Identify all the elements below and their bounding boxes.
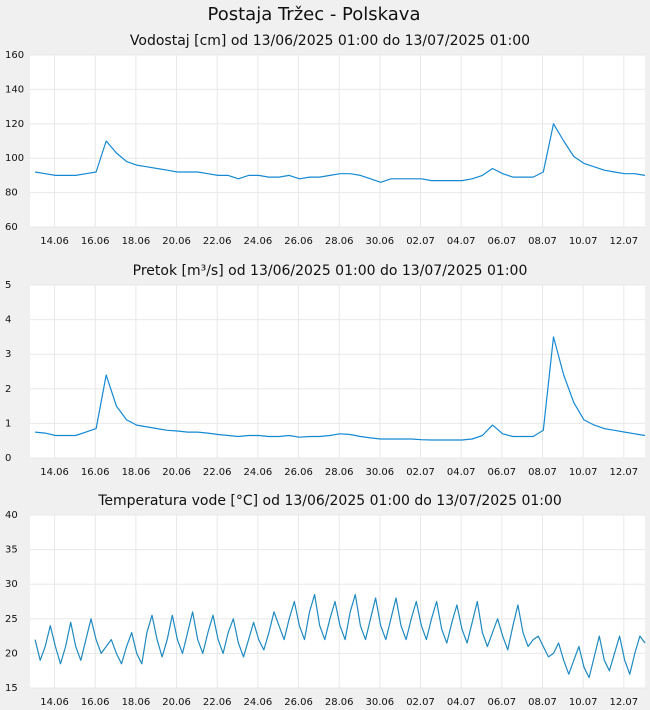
y-tick-label: 100	[5, 153, 24, 164]
x-tick-label: 02.07	[406, 697, 435, 708]
x-tick-label: 24.06	[244, 697, 273, 708]
x-tick-label: 06.07	[488, 467, 517, 478]
chart-title: Vodostaj [cm] od 13/06/2025 01:00 do 13/…	[130, 33, 530, 49]
x-tick-label: 12.07	[610, 697, 639, 708]
y-tick-label: 30	[5, 579, 18, 590]
x-tick-label: 12.07	[610, 467, 639, 478]
x-tick-label: 26.06	[284, 236, 313, 247]
x-tick-label: 22.06	[203, 467, 232, 478]
y-tick-label: 120	[5, 119, 24, 130]
data-line	[35, 123, 646, 183]
x-tick-label: 12.07	[610, 236, 639, 247]
x-tick-label: 16.06	[81, 236, 110, 247]
y-tick-label: 0	[5, 453, 11, 464]
x-tick-label: 28.06	[325, 467, 354, 478]
y-tick-label: 35	[5, 545, 18, 556]
x-tick-label: 18.06	[122, 697, 151, 708]
x-tick-label: 06.07	[488, 236, 517, 247]
y-tick-label: 3	[5, 349, 11, 360]
x-tick-label: 04.07	[447, 467, 476, 478]
y-tick-label: 160	[5, 50, 24, 61]
plot-area	[30, 285, 645, 458]
x-tick-label: 18.06	[122, 467, 151, 478]
x-tick-label: 26.06	[284, 697, 313, 708]
y-tick-label: 140	[5, 84, 24, 95]
y-tick-label: 15	[5, 683, 18, 694]
x-tick-label: 20.06	[162, 467, 191, 478]
x-tick-label: 28.06	[325, 697, 354, 708]
y-tick-label: 25	[5, 614, 18, 625]
x-tick-label: 02.07	[406, 467, 435, 478]
x-tick-label: 30.06	[366, 236, 395, 247]
y-tick-label: 5	[5, 280, 11, 291]
x-tick-label: 22.06	[203, 697, 232, 708]
y-tick-label: 80	[5, 188, 18, 199]
x-tick-label: 24.06	[244, 467, 273, 478]
y-tick-label: 40	[5, 510, 18, 521]
data-line	[35, 336, 646, 441]
x-tick-label: 16.06	[81, 697, 110, 708]
x-tick-label: 20.06	[162, 236, 191, 247]
x-tick-label: 08.07	[528, 697, 557, 708]
y-tick-label: 4	[5, 315, 11, 326]
y-tick-label: 2	[5, 384, 11, 395]
x-tick-label: 18.06	[122, 236, 151, 247]
chart-title: Temperatura vode [°C] od 13/06/2025 01:0…	[97, 493, 562, 509]
x-tick-label: 10.07	[569, 467, 598, 478]
data-line	[34, 594, 646, 679]
x-tick-label: 30.06	[366, 697, 395, 708]
x-tick-label: 04.07	[447, 236, 476, 247]
x-tick-label: 14.06	[40, 467, 69, 478]
x-tick-label: 08.07	[528, 467, 557, 478]
y-tick-label: 60	[5, 222, 18, 233]
plot-area	[30, 55, 645, 227]
x-tick-label: 14.06	[40, 697, 69, 708]
y-tick-label: 1	[5, 418, 11, 429]
x-tick-label: 26.06	[284, 467, 313, 478]
page-title: Postaja Tržec - Polskava	[208, 4, 421, 25]
x-tick-label: 10.07	[569, 236, 598, 247]
x-tick-label: 20.06	[162, 697, 191, 708]
x-tick-label: 22.06	[203, 236, 232, 247]
x-tick-label: 08.07	[528, 236, 557, 247]
x-tick-label: 24.06	[244, 236, 273, 247]
x-tick-label: 04.07	[447, 697, 476, 708]
x-tick-label: 06.07	[488, 697, 517, 708]
x-tick-label: 16.06	[81, 467, 110, 478]
x-tick-label: 28.06	[325, 236, 354, 247]
x-tick-label: 30.06	[366, 467, 395, 478]
x-tick-label: 14.06	[40, 236, 69, 247]
x-tick-label: 10.07	[569, 697, 598, 708]
chart-title: Pretok [m³/s] od 13/06/2025 01:00 do 13/…	[133, 263, 528, 279]
x-tick-label: 02.07	[406, 236, 435, 247]
y-tick-label: 20	[5, 648, 18, 659]
